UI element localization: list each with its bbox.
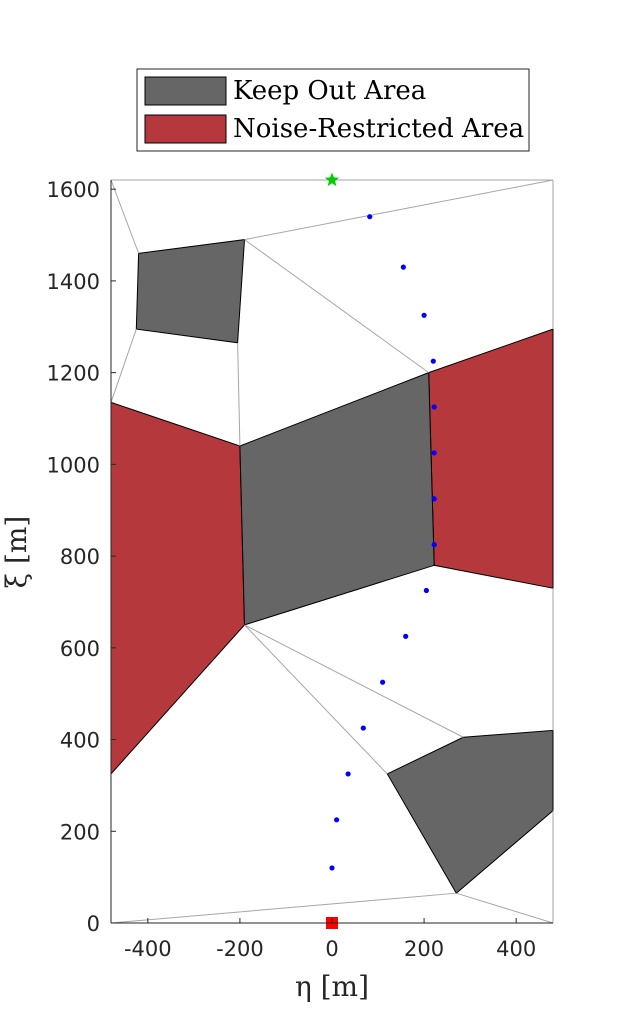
mesh-edge: [110, 892, 457, 924]
mesh-edge: [110, 179, 140, 254]
y-tick-label: 1200: [47, 362, 100, 386]
x-tick-label: -200: [216, 937, 264, 961]
y-tick-label: 1000: [47, 453, 100, 477]
trajectory-point: [334, 817, 340, 823]
keep-out-area-2: [239, 371, 435, 626]
trajectory-points: [329, 214, 437, 871]
y-tick-label: 200: [60, 820, 100, 844]
x-tick-label: 0: [325, 937, 338, 961]
legend-swatch-noise-restricted: [144, 114, 227, 144]
keep-out-area-1: [135, 239, 246, 344]
mesh-edge: [456, 892, 554, 924]
x-tick-label: 200: [404, 937, 444, 961]
legend-swatch-keep-out: [144, 76, 227, 106]
noise-restricted-area-2: [428, 328, 554, 589]
y-tick-label: 800: [60, 545, 100, 569]
x-tick-label: -400: [124, 937, 172, 961]
y-axis-label: ξ [m]: [0, 516, 33, 589]
y-tick-label: 0: [87, 912, 100, 936]
x-axis-label: η [m]: [295, 970, 369, 1003]
plot-region: [110, 239, 554, 894]
mesh-edge: [237, 342, 241, 447]
mesh-lines: [110, 179, 554, 924]
goal-marker: [324, 172, 340, 187]
trajectory-point: [431, 542, 437, 548]
keep-out-area-3: [386, 729, 554, 894]
legend-label-noise-restricted: Noise-Restricted Area: [233, 114, 524, 144]
mesh-edge: [110, 328, 137, 403]
trajectory-point: [400, 264, 406, 270]
legend: Keep Out Area Noise-Restricted Area: [136, 68, 530, 152]
mesh-edge: [244, 239, 429, 374]
x-tick-label: 400: [496, 937, 536, 961]
trajectory-point: [367, 214, 373, 220]
trajectory-point: [431, 450, 437, 456]
trajectory-point: [403, 633, 409, 639]
y-tick-label: 600: [60, 637, 100, 661]
y-tick-label: 1400: [47, 270, 100, 294]
mesh-edge: [244, 179, 554, 241]
trajectory-point: [421, 312, 427, 318]
trajectory-point: [329, 865, 335, 871]
trajectory-point: [345, 771, 351, 777]
mesh-edge: [244, 624, 464, 738]
trajectory-point: [423, 587, 429, 594]
trajectory-point: [431, 496, 437, 502]
trajectory-point: [430, 358, 436, 364]
y-tick-label: 1600: [47, 178, 100, 202]
mesh-edge: [244, 624, 388, 775]
axes: -400 -200 0 200 400 0 200 400 600 800 1000 1200 1400…: [47, 178, 553, 961]
trajectory-point: [431, 404, 437, 410]
trajectory-point: [360, 725, 366, 731]
y-tick-label: 400: [60, 729, 100, 753]
legend-label-keep-out: Keep Out Area: [233, 76, 426, 106]
noise-restricted-area-1: [110, 401, 246, 776]
trajectory-point: [380, 679, 386, 685]
